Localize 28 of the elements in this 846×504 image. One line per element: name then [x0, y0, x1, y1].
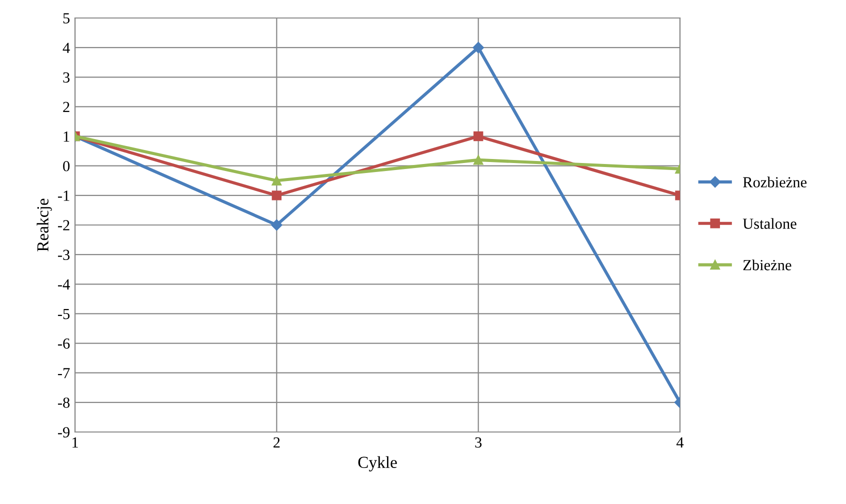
y-tick-label: -7: [58, 368, 70, 378]
y-tick-label: 5: [63, 13, 70, 24]
x-axis-title: Cykle: [358, 456, 397, 472]
y-tick-label: 3: [63, 72, 70, 83]
y-tick-label: -4: [58, 279, 70, 290]
y-tick-label: 1: [64, 132, 70, 142]
y-tick-label: 2: [63, 102, 70, 112]
point: [472, 42, 484, 54]
legend-label: Zbieżne: [743, 260, 792, 270]
x-tick-label: 4: [676, 437, 684, 448]
y-tick-label: -6: [58, 338, 70, 349]
y-tick-label: 4: [62, 42, 70, 53]
x-tick-label: 1: [72, 437, 78, 448]
y-tick-label: 0: [63, 161, 70, 172]
y-axis-title: Reakcje: [36, 198, 52, 252]
x-tick-label: 2: [274, 437, 280, 448]
legend-label: Ustalone: [742, 218, 796, 229]
y-tick-label: -8: [58, 398, 70, 408]
y-tick-label: -1: [58, 190, 70, 201]
y-tick-label: -9: [58, 427, 70, 438]
point: [272, 176, 282, 186]
legend-label: Rozbieżne: [743, 176, 807, 188]
y-tick-label: -5: [58, 309, 70, 320]
point: [271, 219, 282, 231]
y-tick-label: -2: [58, 220, 70, 230]
point: [473, 155, 484, 165]
y-tick-label: -3: [58, 250, 70, 260]
x-tick-label: 3: [475, 437, 482, 448]
